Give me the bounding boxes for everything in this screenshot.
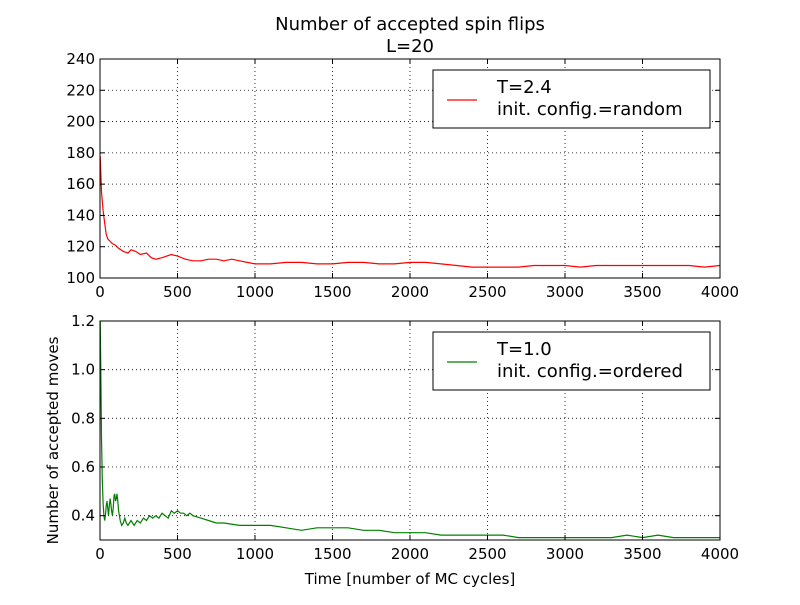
figure-title-line2: L=20 (386, 36, 434, 57)
top-ytick-label: 160 (66, 175, 95, 193)
top-legend-label: T=2.4 (496, 77, 552, 98)
bottom-ylabel: Number of accepted moves (44, 336, 62, 544)
top-xtick-label: 2000 (391, 283, 429, 301)
top-axes: 0 500 1000 1500 2000 2500 3000 3500 4000 100 120 14… (66, 50, 739, 301)
bottom-ytick-label: 0.8 (71, 409, 95, 427)
top-xtick-label: 0 (95, 283, 105, 301)
bottom-xtick-label: 2000 (391, 545, 429, 563)
top-ytick-label: 100 (66, 269, 95, 287)
top-xtick-label: 3500 (623, 283, 661, 301)
bottom-xtick-label: 1500 (313, 545, 351, 563)
bottom-ytick-label: 0.6 (71, 458, 95, 476)
bottom-ytick-label: 1.0 (71, 361, 95, 379)
bottom-axes: 0 500 1000 1500 2000 2500 3000 3500 4000 0.4 0.6 0.… (44, 312, 739, 588)
bottom-legend-label: T=1.0 (496, 339, 552, 360)
bottom-legend-box (432, 331, 711, 391)
top-ytick-label: 180 (66, 144, 95, 162)
top-xtick-label: 4000 (701, 283, 739, 301)
bottom-ytick-label: 0.4 (71, 507, 95, 525)
top-ytick-label: 140 (66, 206, 95, 224)
bottom-xtick-label: 3000 (546, 545, 584, 563)
top-ytick-label: 240 (66, 50, 95, 68)
top-xtick-label: 1000 (236, 283, 274, 301)
top-ytick-label: 200 (66, 113, 95, 131)
figure-title-line1: Number of accepted spin flips (275, 14, 545, 35)
top-xtick-label: 2500 (468, 283, 506, 301)
top-legend-box (432, 69, 711, 129)
top-xtick-label: 500 (163, 283, 192, 301)
bottom-xtick-label: 1000 (236, 545, 274, 563)
bottom-xtick-label: 3500 (623, 545, 661, 563)
top-ytick-label: 220 (66, 81, 95, 99)
bottom-xtick-label: 2500 (468, 545, 506, 563)
top-series-line (99, 155, 721, 268)
bottom-xtick-label: 0 (95, 545, 105, 563)
bottom-xlabel: Time [number of MC cycles] (304, 570, 515, 588)
top-xtick-label: 1500 (313, 283, 351, 301)
top-ytick-label: 120 (66, 238, 95, 256)
bottom-xtick-label: 500 (163, 545, 192, 563)
top-legend-label-line2: init. config.=random (497, 99, 683, 120)
bottom-ytick-label: 1.2 (71, 312, 95, 330)
bottom-legend-label-line2: init. config.=ordered (497, 361, 683, 382)
top-xtick-label: 3000 (546, 283, 584, 301)
bottom-series-line (99, 320, 720, 539)
bottom-xtick-label: 4000 (701, 545, 739, 563)
